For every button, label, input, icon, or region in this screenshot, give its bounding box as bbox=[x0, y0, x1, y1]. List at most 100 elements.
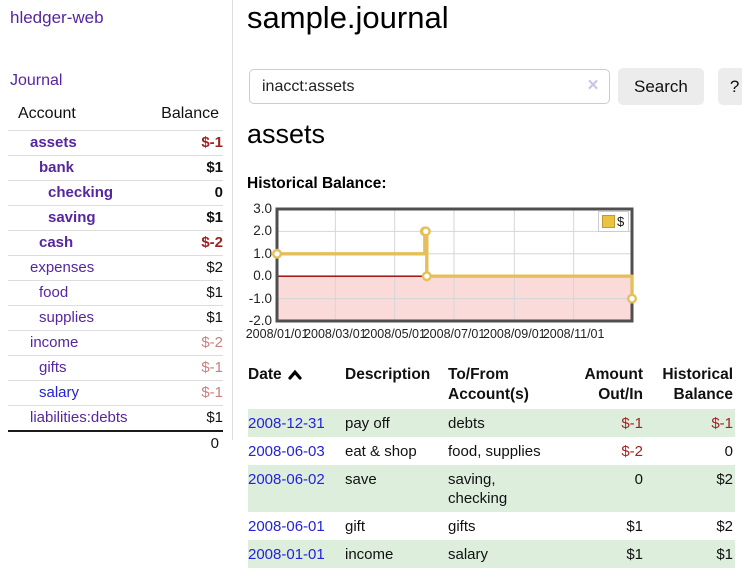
transaction-amount: 0 bbox=[573, 465, 645, 512]
account-balance: $-2 bbox=[142, 331, 223, 356]
txn-header-balance: Historical Balance bbox=[645, 363, 735, 409]
transaction-balance: $1 bbox=[645, 540, 735, 568]
account-row: cash $-2 bbox=[8, 231, 223, 256]
account-row: supplies $1 bbox=[8, 306, 223, 331]
account-row: saving $1 bbox=[8, 206, 223, 231]
account-link[interactable]: income bbox=[8, 334, 78, 351]
account-link[interactable]: supplies bbox=[8, 309, 94, 326]
account-link[interactable]: bank bbox=[8, 159, 74, 176]
account-row: food $1 bbox=[8, 281, 223, 306]
account-balance: $1 bbox=[142, 206, 223, 231]
txn-header-description: Description bbox=[345, 363, 448, 409]
transaction-description: eat & shop bbox=[345, 437, 448, 465]
account-row: bank $1 bbox=[8, 156, 223, 181]
account-row: salary $-1 bbox=[8, 381, 223, 406]
transaction-amount: $-2 bbox=[573, 437, 645, 465]
sidebar-divider bbox=[232, 0, 233, 440]
account-balance: $-1 bbox=[142, 356, 223, 381]
y-axis-tick-label: 3.0 bbox=[245, 202, 272, 216]
search-button[interactable]: Search bbox=[618, 68, 704, 105]
transaction-balance: $-1 bbox=[645, 409, 735, 437]
transaction-accounts: gifts bbox=[448, 512, 573, 540]
app-brand-link[interactable]: hledger-web bbox=[10, 8, 104, 28]
transaction-amount: $1 bbox=[573, 512, 645, 540]
transaction-accounts: salary bbox=[448, 540, 573, 568]
help-button[interactable]: ? bbox=[718, 68, 742, 105]
sort-ascending-icon bbox=[288, 369, 302, 380]
transaction-row: 2008-12-31 pay off debts $-1 $-1 bbox=[248, 409, 735, 437]
y-axis-tick-label: 0.0 bbox=[245, 269, 272, 283]
account-row: liabilities:debts $1 bbox=[8, 406, 223, 432]
account-balance: $1 bbox=[142, 306, 223, 331]
account-link[interactable]: gifts bbox=[8, 359, 67, 376]
legend-swatch-icon bbox=[602, 215, 615, 228]
account-row: income $-2 bbox=[8, 331, 223, 356]
account-link[interactable]: food bbox=[8, 284, 68, 301]
sidebar-item-journal[interactable]: Journal bbox=[10, 72, 62, 90]
account-link[interactable]: saving bbox=[8, 209, 96, 226]
account-balance: $1 bbox=[142, 156, 223, 181]
page-title: sample.journal bbox=[247, 0, 449, 36]
account-balance: $1 bbox=[142, 406, 223, 432]
account-row: expenses $2 bbox=[8, 256, 223, 281]
y-axis-tick-label: -2.0 bbox=[245, 314, 272, 328]
transaction-row: 2008-06-01 gift gifts $1 $2 bbox=[248, 512, 735, 540]
account-link[interactable]: checking bbox=[8, 184, 113, 201]
transaction-date-link[interactable]: 2008-01-01 bbox=[248, 546, 325, 563]
chart-legend: $ bbox=[598, 211, 629, 232]
accounts-total-row: 0 bbox=[8, 431, 223, 456]
transaction-row: 2008-01-01 income salary $1 $1 bbox=[248, 540, 735, 568]
account-link[interactable]: assets bbox=[8, 134, 77, 151]
transaction-balance: $2 bbox=[645, 465, 735, 512]
accounts-table: Account Balance assets $-1 bank $1 check… bbox=[8, 102, 223, 456]
account-balance: $2 bbox=[142, 256, 223, 281]
clear-search-icon[interactable]: × bbox=[583, 76, 603, 96]
account-row: assets $-1 bbox=[8, 131, 223, 156]
transaction-description: gift bbox=[345, 512, 448, 540]
y-axis-tick-label: -1.0 bbox=[245, 292, 272, 306]
account-link[interactable]: liabilities:debts bbox=[8, 409, 128, 426]
txn-header-accounts: To/From Account(s) bbox=[448, 363, 573, 409]
account-balance: $-2 bbox=[142, 231, 223, 256]
account-row: gifts $-1 bbox=[8, 356, 223, 381]
transaction-accounts: food, supplies bbox=[448, 437, 573, 465]
account-balance: 0 bbox=[142, 181, 223, 206]
accounts-header-balance: Balance bbox=[142, 102, 223, 131]
legend-label: $ bbox=[617, 214, 624, 229]
transaction-accounts: debts bbox=[448, 409, 573, 437]
search-bar: × Search ? bbox=[249, 68, 742, 105]
account-balance: $-1 bbox=[142, 381, 223, 406]
transaction-description: income bbox=[345, 540, 448, 568]
account-heading: assets bbox=[247, 119, 325, 150]
accounts-header-account: Account bbox=[8, 102, 142, 131]
account-balance: $1 bbox=[142, 281, 223, 306]
account-link[interactable]: cash bbox=[8, 234, 73, 251]
transaction-description: pay off bbox=[345, 409, 448, 437]
transaction-accounts: saving, checking bbox=[448, 465, 573, 512]
transaction-row: 2008-06-02 save saving, checking 0 $2 bbox=[248, 465, 735, 512]
y-axis-tick-label: 1.0 bbox=[245, 247, 272, 261]
chart-heading: Historical Balance: bbox=[247, 175, 387, 193]
y-axis-tick-label: 2.0 bbox=[245, 224, 272, 238]
transactions-table: Date Description To/From Account(s) Amou… bbox=[248, 363, 735, 568]
transaction-date-link[interactable]: 2008-12-31 bbox=[248, 415, 325, 432]
transaction-amount: $1 bbox=[573, 540, 645, 568]
historical-balance-chart: $ 3.02.01.00.0-1.0-2.02008/01/012008/03/… bbox=[245, 203, 643, 348]
transaction-balance: $2 bbox=[645, 512, 735, 540]
accounts-total-value: 0 bbox=[8, 431, 223, 456]
transaction-row: 2008-06-03 eat & shop food, supplies $-2… bbox=[248, 437, 735, 465]
transaction-description: save bbox=[345, 465, 448, 512]
account-row: checking 0 bbox=[8, 181, 223, 206]
account-balance: $-1 bbox=[142, 131, 223, 156]
txn-header-date: Date bbox=[248, 363, 345, 409]
transaction-date-link[interactable]: 2008-06-03 bbox=[248, 443, 325, 460]
transaction-amount: $-1 bbox=[573, 409, 645, 437]
transaction-date-link[interactable]: 2008-06-02 bbox=[248, 471, 325, 488]
transaction-date-link[interactable]: 2008-06-01 bbox=[248, 518, 325, 535]
x-axis-tick-label: 2008/11/01 bbox=[539, 327, 609, 341]
transaction-balance: 0 bbox=[645, 437, 735, 465]
account-link[interactable]: expenses bbox=[8, 259, 94, 276]
account-link[interactable]: salary bbox=[8, 384, 79, 401]
txn-header-amount: Amount Out/In bbox=[573, 363, 645, 409]
search-input[interactable] bbox=[249, 69, 610, 104]
